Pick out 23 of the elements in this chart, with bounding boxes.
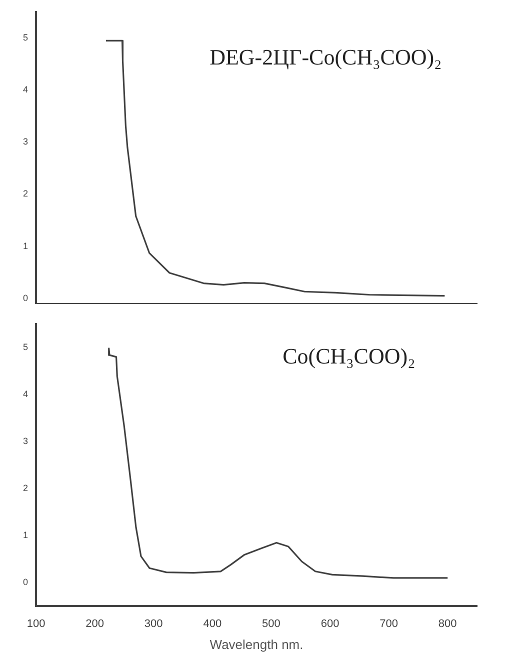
- y-tick-label: 0: [22, 577, 28, 588]
- y-tick-label: 5: [22, 342, 28, 352]
- x-tick-label: 500: [262, 618, 280, 630]
- x-tick-label: 600: [320, 618, 340, 630]
- y-tick-label: 5: [22, 32, 28, 43]
- annotation: Co(CH₃COO)₂: [282, 344, 416, 369]
- x-tick-label: 400: [203, 618, 222, 630]
- y-tick-label: 1: [22, 240, 28, 251]
- x-axis-title: Wavelength nm.: [210, 636, 304, 652]
- y-tick-label: 3: [22, 436, 28, 446]
- x-tick-label: 700: [380, 618, 398, 630]
- x-tick-label: 100: [26, 618, 46, 630]
- y-tick-label: 4: [22, 84, 28, 95]
- x-tick-label: 800: [438, 618, 457, 630]
- y-tick-label: 0: [22, 292, 28, 303]
- x-tick-label: 300: [144, 618, 163, 630]
- x-tick-label: 200: [86, 618, 104, 630]
- y-tick-label: 3: [22, 136, 28, 147]
- y-tick-label: 4: [22, 389, 28, 400]
- annotation: DEG-2ЦГ-Co(CH₃COO)₂: [210, 44, 442, 70]
- y-tick-label: 2: [22, 188, 28, 199]
- y-tick-label: 1: [22, 530, 28, 540]
- y-tick-label: 2: [22, 483, 28, 494]
